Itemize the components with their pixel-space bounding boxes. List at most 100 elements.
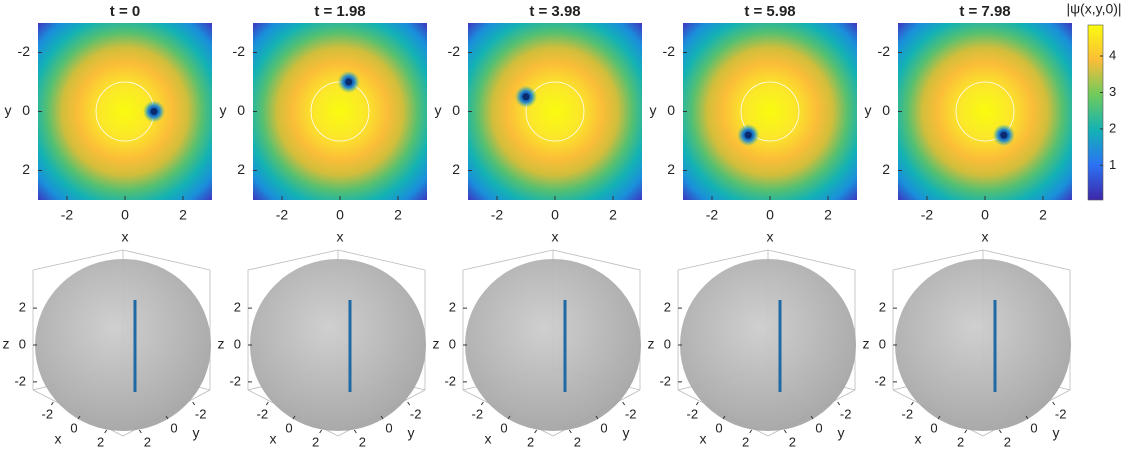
y-tick (353, 429, 357, 434)
y-axis-label: y (650, 102, 657, 118)
heatmap (683, 23, 857, 200)
box-edge (462, 249, 554, 271)
panel-title: t = 1.98 (314, 3, 365, 20)
z-axis-label: z (218, 336, 225, 352)
y-axis-label: y (623, 425, 630, 441)
x-tick (937, 415, 941, 420)
x-tick (480, 401, 484, 406)
x-tick (77, 415, 81, 420)
x-tick-label: 2 (957, 434, 964, 449)
y-tick-label: -2 (410, 406, 422, 421)
panel-title: t = 7.98 (959, 3, 1010, 20)
x-tick (50, 401, 54, 406)
z-tick-label: -2 (444, 373, 456, 388)
y-tick-label: 0 (667, 102, 675, 118)
y-tick-label: 0 (170, 420, 177, 435)
y-tick-label: 0 (385, 420, 392, 435)
condensate-surface (250, 259, 426, 431)
x-tick-label: 0 (336, 207, 344, 223)
x-tick-label: 2 (97, 434, 104, 449)
x-tick-label: 0 (285, 420, 292, 435)
x-tick-label: 0 (70, 420, 77, 435)
z-axis-label: z (863, 336, 870, 352)
y-tick-label: 0 (22, 102, 30, 118)
x-tick-label: 2 (179, 207, 187, 223)
y-tick (783, 429, 787, 434)
heatmap (253, 23, 427, 200)
y-tick-label: -2 (663, 43, 676, 59)
y-tick (810, 415, 814, 420)
x-axis-label: x (915, 431, 922, 447)
y-tick (165, 415, 169, 420)
y-tick (837, 401, 841, 406)
z-axis-label: z (648, 336, 655, 352)
x-axis-label: x (767, 229, 774, 245)
heatmap (468, 23, 642, 200)
y-tick-label: 2 (237, 161, 245, 177)
panel-title: t = 5.98 (744, 3, 795, 20)
colorbar-tick-label: 1 (1109, 157, 1116, 172)
x-tick-label: 0 (981, 207, 989, 223)
box-edge (767, 249, 856, 271)
y-tick-label: 0 (1030, 420, 1037, 435)
x-tick-label: -2 (472, 406, 484, 421)
x-tick-label: 0 (930, 420, 937, 435)
z-tick-label: 2 (879, 300, 886, 315)
y-tick-label: 2 (22, 161, 30, 177)
x-axis-label: x (485, 431, 492, 447)
z-tick-label: 2 (664, 300, 671, 315)
box-edge (122, 249, 211, 271)
box-edge (892, 249, 984, 271)
y-tick-label: 2 (789, 434, 796, 449)
x-tick (104, 429, 108, 434)
y-axis-label: y (193, 425, 200, 441)
box-edge (337, 249, 426, 271)
x-tick (910, 401, 914, 406)
colorbar-tick-label: 2 (1109, 120, 1116, 135)
x-tick-label: 2 (312, 434, 319, 449)
x-tick (749, 429, 753, 434)
colorbar (1087, 24, 1104, 201)
y-tick (192, 401, 196, 406)
x-tick-label: -2 (902, 406, 914, 421)
y-tick (998, 429, 1002, 434)
y-tick-label: 2 (359, 434, 366, 449)
x-axis-label: x (122, 229, 129, 245)
x-tick-label: -2 (42, 406, 54, 421)
y-tick (407, 401, 411, 406)
x-tick-label: 0 (766, 207, 774, 223)
reference-circle (740, 81, 800, 142)
box-edge (677, 249, 769, 271)
y-axis-label: y (408, 425, 415, 441)
z-tick-label: 0 (664, 336, 671, 351)
y-tick (568, 429, 572, 434)
z-tick-label: -2 (229, 373, 241, 388)
y-tick-label: 0 (882, 102, 890, 118)
x-tick-label: 2 (527, 434, 534, 449)
x-axis-label: x (270, 431, 277, 447)
z-tick-label: -2 (874, 373, 886, 388)
condensate-surface (680, 259, 856, 431)
colorbar-label: |ψ(x,y,0)| (1066, 1, 1121, 17)
y-tick-label: 2 (144, 434, 151, 449)
y-tick-label: 2 (667, 161, 675, 177)
y-tick-label: 2 (574, 434, 581, 449)
heatmap (38, 23, 212, 200)
heatmap (898, 23, 1072, 200)
y-tick-label: 0 (600, 420, 607, 435)
colorbar-tick-label: 3 (1109, 84, 1116, 99)
y-tick-label: -2 (195, 406, 207, 421)
reference-circle (955, 81, 1015, 142)
y-tick-label: -2 (18, 43, 31, 59)
y-tick-label: 0 (452, 102, 460, 118)
z-tick-label: 0 (234, 336, 241, 351)
z-tick-label: -2 (659, 373, 671, 388)
y-axis-label: y (435, 102, 442, 118)
x-tick-label: 0 (715, 420, 722, 435)
y-tick-label: 2 (452, 161, 460, 177)
x-tick (722, 415, 726, 420)
x-axis-label: x (982, 229, 989, 245)
y-tick-label: -2 (840, 406, 852, 421)
z-tick-label: 0 (19, 336, 26, 351)
y-tick-label: -2 (878, 43, 891, 59)
